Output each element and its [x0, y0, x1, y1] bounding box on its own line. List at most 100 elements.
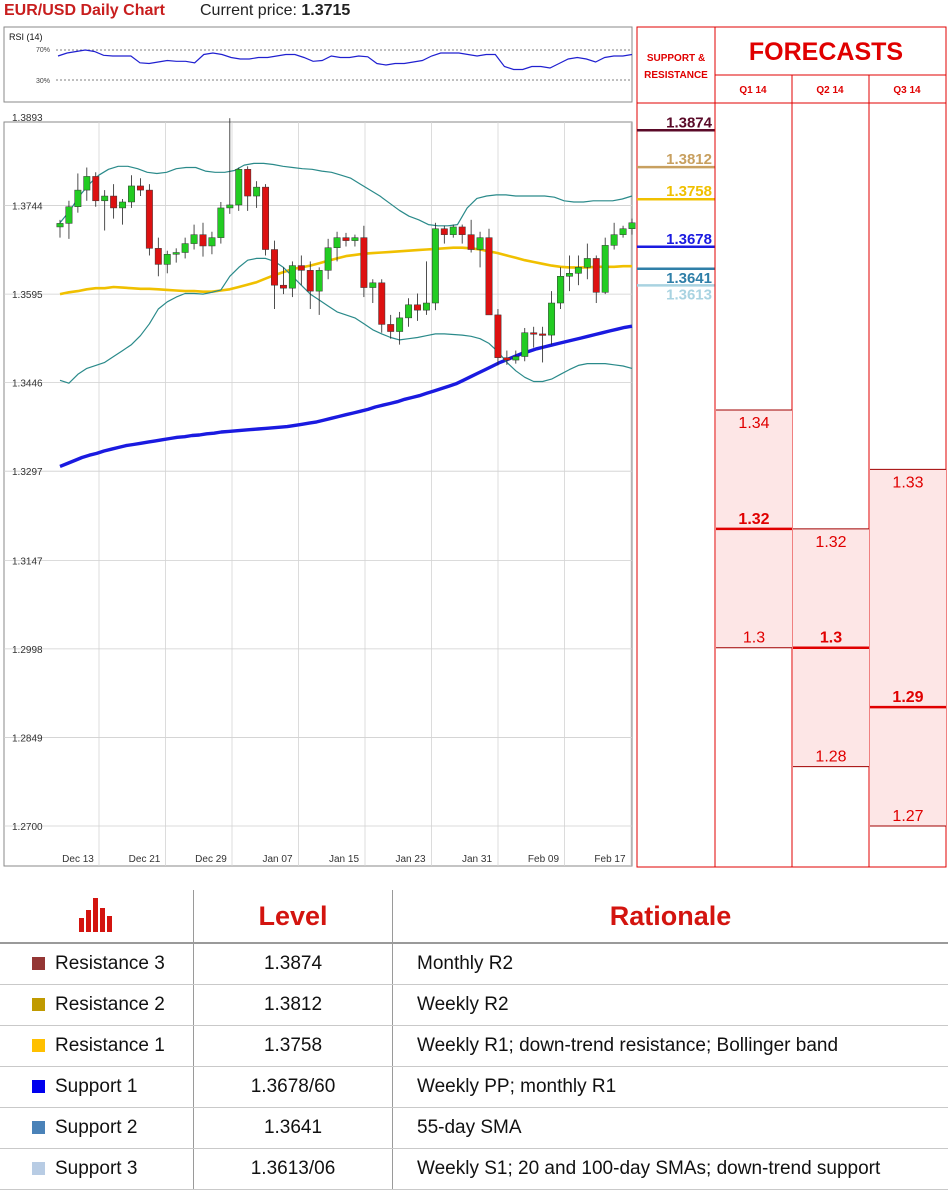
level-name: Resistance 2	[55, 994, 165, 1015]
y-tick-label: 1.3595	[12, 290, 43, 301]
candle-down	[92, 176, 100, 202]
indicator-lines	[59, 162, 633, 468]
level-label: 1.3758	[666, 183, 712, 200]
levels-table-body: Resistance 3 1.3874 Monthly R2 Resistance 2…	[0, 943, 948, 1190]
x-tick-label: Jan 07	[262, 854, 292, 865]
candle-up	[565, 273, 573, 277]
forecast-low-label: 1.27	[892, 808, 923, 825]
forecast-mid-label: 1.3	[820, 630, 842, 647]
candle-down	[458, 226, 466, 235]
price-panel	[3, 121, 633, 867]
y-tick-label: 1.3446	[12, 379, 43, 390]
level-value: 1.3613/06	[193, 1148, 393, 1190]
candle-up	[190, 234, 198, 244]
level-color-swatch	[32, 998, 45, 1011]
candle-up	[333, 237, 341, 248]
candle-down	[414, 304, 421, 311]
candle-down	[592, 258, 600, 293]
candle-down	[378, 282, 386, 325]
candle-up	[521, 332, 529, 357]
level-name-cell: Support 3	[0, 1148, 194, 1190]
upper-bollinger-line	[59, 162, 633, 227]
level-name: Support 1	[55, 1076, 138, 1097]
candle-down	[503, 357, 511, 361]
candle-down	[387, 324, 395, 332]
level-label: 1.3812	[666, 151, 712, 168]
candle-up	[628, 222, 636, 229]
x-tick-label: Feb 09	[528, 854, 560, 865]
current-price-value: 1.3715	[301, 2, 351, 19]
candle-up	[574, 267, 582, 274]
price-grid	[4, 122, 632, 866]
forecast-mid-label: 1.29	[892, 689, 923, 706]
candle-up	[583, 258, 591, 268]
x-tick-label: Dec 29	[195, 854, 227, 865]
candle-down	[539, 333, 547, 336]
y-tick-label: 1.2998	[12, 645, 43, 656]
forecast-ranges: 1.34 1.32 1.3 1.32 1.3 1.28 1.33 1.29 1.27	[716, 409, 946, 827]
candle-down	[360, 237, 368, 288]
level-color-swatch	[32, 957, 45, 970]
rationale-header: Rationale	[392, 890, 948, 944]
y-tick-label: 1.3744	[12, 202, 43, 213]
price-x-ticks: Dec 13 Dec 21 Dec 29 Jan 07 Jan 15 Jan 23 Jan …	[62, 854, 626, 865]
candle-up	[351, 237, 359, 241]
candle-up	[422, 302, 430, 311]
candle-up	[101, 195, 109, 202]
level-row: Resistance 2 1.3812 Weekly R2	[0, 984, 948, 1026]
y-tick-label: 1.3297	[12, 467, 43, 478]
rsi-title: RSI (14)	[9, 32, 43, 42]
level-rationale: Weekly PP; monthly R1	[392, 1066, 948, 1108]
price-y-ticks: 1.3893 1.3744 1.3595 1.3446 1.3297 1.3147 1.29…	[12, 113, 43, 833]
forecast-mid-label: 1.32	[738, 511, 769, 528]
level-row: Support 1 1.3678/60 Weekly PP; monthly R1	[0, 1066, 948, 1108]
candle-up	[405, 304, 413, 319]
level-color-swatch	[32, 1039, 45, 1052]
current-price: Current price: 1.3715	[200, 2, 350, 20]
candle-up	[83, 176, 91, 191]
level-value: 1.3678/60	[193, 1066, 393, 1108]
y-tick-label: 1.2849	[12, 733, 43, 744]
rsi-panel	[3, 26, 633, 103]
level-label: 1.3874	[666, 114, 713, 131]
level-label: 1.3678	[666, 231, 712, 248]
level-name: Support 3	[55, 1158, 138, 1179]
lower-bollinger-line	[59, 257, 633, 384]
eurusd-chart: RSI (14) 70% 30% 1.3893 1.3744 1.3595 1.344…	[3, 26, 947, 868]
y-tick-label: 1.2700	[12, 822, 43, 833]
candle-down	[467, 234, 475, 250]
rsi-line	[57, 49, 633, 71]
forecast-high-label: 1.34	[738, 415, 769, 432]
y-tick-label: 1.3893	[12, 113, 43, 124]
level-color-swatch	[32, 1162, 45, 1175]
levels-table: Level Rationale Resistance 3 1.3874 Monthl…	[0, 890, 948, 1190]
level-rationale: Weekly S1; 20 and 100-day SMAs; down-tre…	[392, 1148, 948, 1190]
level-name-cell: Resistance 2	[0, 984, 194, 1026]
level-name-cell: Support 1	[0, 1066, 194, 1108]
level-name: Support 2	[55, 1117, 138, 1138]
candle-up	[56, 223, 64, 228]
level-rationale: 55-day SMA	[392, 1107, 948, 1149]
candle-down	[244, 169, 252, 197]
candle-up	[288, 265, 296, 289]
candle-up	[226, 204, 234, 209]
candle-down	[136, 185, 144, 191]
candle-up	[315, 270, 323, 292]
level-value: 1.3874	[193, 943, 393, 985]
candle-up	[431, 228, 439, 304]
level-row: Support 2 1.3641 55-day SMA	[0, 1107, 948, 1149]
candle-up	[163, 254, 171, 265]
rsi-tick-30: 30%	[36, 78, 50, 85]
candle-down	[530, 332, 538, 335]
candle-down	[145, 189, 153, 249]
candle-down	[306, 270, 314, 292]
candle-up	[217, 207, 225, 238]
level-value: 1.3758	[193, 1025, 393, 1067]
level-rationale: Weekly R2	[392, 984, 948, 1026]
forecast-col-q1: Q1 14	[739, 85, 767, 96]
level-name-cell: Resistance 1	[0, 1025, 194, 1067]
level-label: 1.3613	[666, 286, 712, 303]
200-day-sma-line	[59, 324, 633, 468]
bar-chart-icon	[78, 897, 112, 932]
candle-up	[119, 201, 127, 209]
